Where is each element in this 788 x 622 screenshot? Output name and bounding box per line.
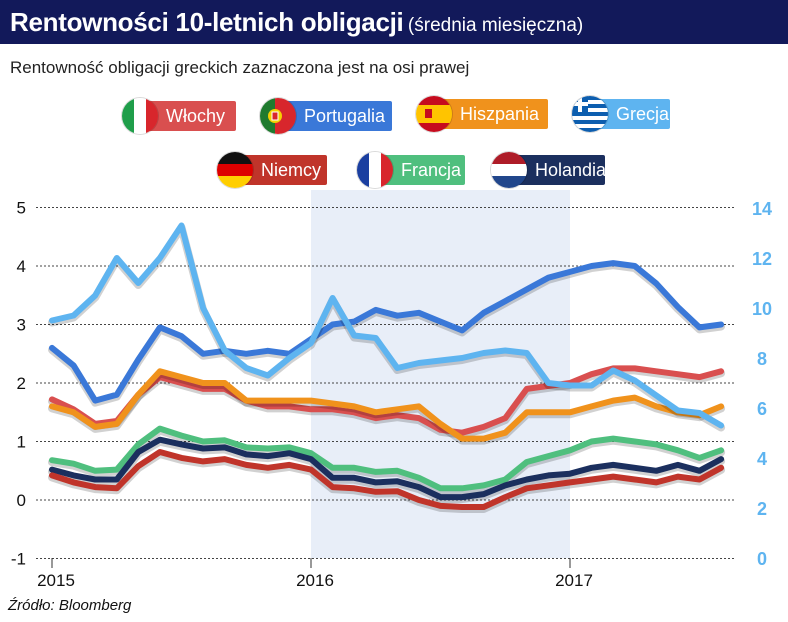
y-left-tick-label: 1 (17, 433, 26, 452)
series-line-francja (49, 425, 725, 492)
y-left-tick-label: 3 (17, 316, 26, 335)
spain-flag-icon (416, 96, 452, 132)
y-right-tick-label: 12 (752, 249, 772, 269)
y-left-tick-label: 4 (17, 257, 26, 276)
y-right-tick-label: 0 (757, 549, 767, 569)
legend-item: Niemcy (217, 152, 327, 188)
legend-label: Holandia (535, 160, 607, 180)
x-tick-label: 2016 (296, 571, 334, 590)
series-line-hiszpania (49, 368, 725, 442)
legend-item: Hiszpania (416, 96, 548, 132)
y-right-tick-label: 14 (752, 199, 772, 219)
x-tick-label: 2017 (555, 571, 593, 590)
y-left-tick-label: -1 (11, 550, 26, 569)
legend-label: Hiszpania (460, 104, 540, 124)
chart-title-suffix: (średnia miesięczna) (407, 15, 584, 36)
series-line-holandia (49, 436, 725, 501)
chart-subtitle: Rentowność obligacji greckich zaznaczona… (10, 58, 470, 77)
legend-item: Włochy (122, 98, 236, 134)
y-left-tick-label: 2 (17, 374, 26, 393)
legend-item: Holandia (491, 152, 607, 188)
legend-item: Francja (357, 152, 465, 188)
legend-label: Portugalia (304, 106, 386, 126)
series-line-portugalia (49, 260, 725, 404)
portugal-flag-icon (260, 98, 296, 134)
y-right-tick-label: 4 (757, 449, 767, 469)
y-left-tick-label: 5 (17, 199, 26, 218)
netherlands-flag-icon (491, 152, 527, 188)
x-tick-label: 2015 (37, 571, 75, 590)
legend-label: Włochy (166, 106, 226, 126)
y-left-tick-label: 0 (17, 491, 26, 510)
legend-label: Francja (401, 160, 462, 180)
y-right-tick-label: 2 (757, 499, 767, 519)
legend-item: Grecja (572, 96, 670, 132)
legend-label: Grecja (616, 104, 670, 124)
chart-title-main: Rentowności 10-letnich obligacji (10, 7, 404, 37)
france-flag-icon (357, 152, 393, 188)
y-right-tick-label: 8 (757, 349, 767, 369)
legend-label: Niemcy (261, 160, 322, 180)
legend-item: Portugalia (260, 98, 392, 134)
y-right-tick-label: 10 (752, 299, 772, 319)
series-line-niemcy (49, 449, 725, 510)
greece-flag-icon (572, 96, 608, 132)
title-bar: Rentowności 10-letnich obligacji (średni… (0, 0, 788, 44)
y-right-tick-label: 6 (757, 399, 767, 419)
germany-flag-icon (217, 152, 253, 188)
italy-flag-icon (122, 98, 158, 134)
chart-title: Rentowności 10-letnich obligacji (średni… (10, 7, 583, 38)
series-line-grecja (49, 222, 725, 429)
source-note: Źródło: Bloomberg (8, 597, 132, 614)
